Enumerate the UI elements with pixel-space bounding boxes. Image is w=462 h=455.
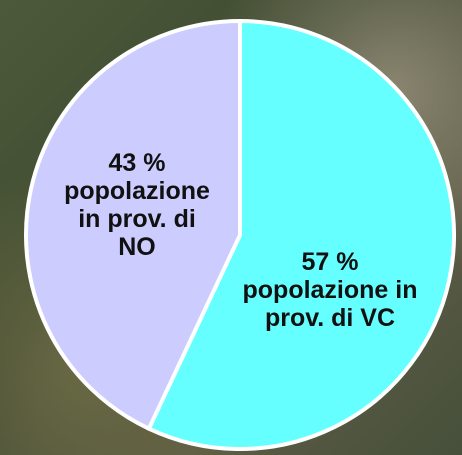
slice-label: 43 %popolazione in prov. di NO bbox=[60, 149, 215, 261]
category-label: popolazione in prov. di NO bbox=[60, 177, 215, 261]
category-label: popolazione in prov. di VC bbox=[230, 276, 430, 332]
value-label: 43 % bbox=[60, 149, 215, 177]
screen: 57 %popolazione in prov. di VC43 %popola… bbox=[0, 0, 462, 455]
value-label: 57 % bbox=[230, 248, 430, 276]
slice-label: 57 %popolazione in prov. di VC bbox=[230, 248, 430, 332]
